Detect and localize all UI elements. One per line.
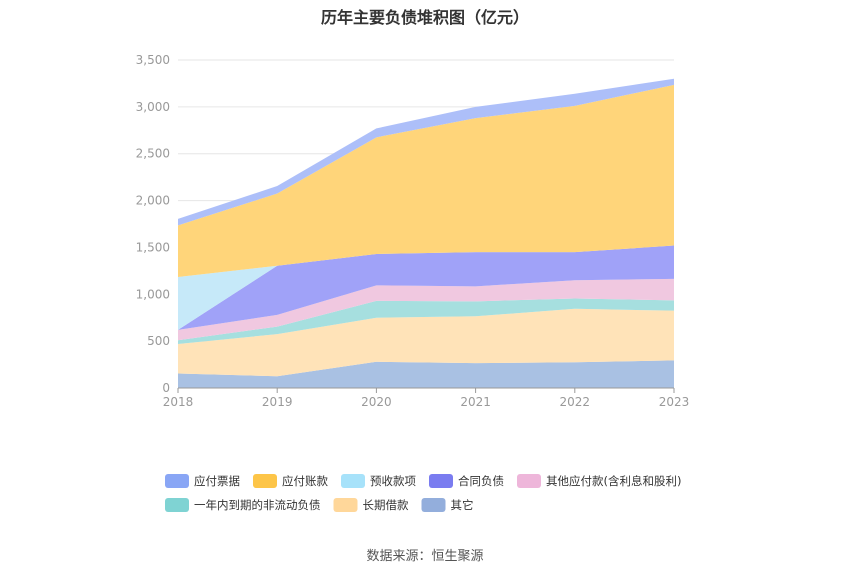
area-一年内到期的非流动负债[interactable] (178, 298, 674, 344)
y-tick-label: 2,000 (136, 194, 170, 208)
legend-swatch (165, 474, 189, 488)
area-应付账款[interactable] (178, 84, 674, 277)
legend-label: 合同负债 (458, 474, 504, 488)
x-tick-label: 2020 (361, 395, 392, 409)
legend-item[interactable]: 其他应付款(含利息和股利) (517, 474, 681, 488)
legend-label: 应付账款 (282, 474, 328, 488)
legend-swatch (517, 474, 541, 488)
legend-item[interactable]: 预收款项 (341, 474, 416, 488)
legend-swatch (165, 498, 189, 512)
legend-label: 长期借款 (363, 498, 409, 512)
area-其他应付款(含利息和股利)[interactable] (178, 278, 674, 341)
legend-swatch (253, 474, 277, 488)
legend-label: 其他应付款(含利息和股利) (546, 474, 681, 488)
legend-item[interactable]: 合同负债 (429, 474, 504, 488)
y-tick-label: 500 (147, 334, 170, 348)
x-tick-label: 2022 (560, 395, 591, 409)
legend-item[interactable]: 应付账款 (253, 474, 328, 488)
legend: 应付票据 应付账款 预收款项 合同负债 其他应付款(含利息和股利) 一年内到期的非流动负债… (165, 474, 681, 512)
x-tick-label: 2019 (262, 395, 293, 409)
legend-swatch (421, 498, 446, 512)
area-其它[interactable] (178, 360, 674, 388)
legend-item[interactable]: 一年内到期的非流动负债 (165, 498, 321, 512)
y-tick-label: 0 (162, 381, 170, 395)
y-tick-label: 3,000 (136, 100, 170, 114)
legend-label: 其它 (451, 498, 474, 512)
x-tick-label: 2023 (659, 395, 690, 409)
area-合同负债[interactable] (178, 245, 674, 330)
area-series (178, 78, 674, 388)
x-tick-label: 2018 (163, 395, 194, 409)
data-source: 数据来源：恒生聚源 (366, 549, 484, 564)
legend-item[interactable]: 其它 (421, 498, 474, 512)
legend-label: 预收款项 (370, 474, 416, 488)
legend-item[interactable]: 应付票据 (165, 474, 240, 488)
legend-swatch (333, 498, 358, 512)
x-tick-label: 2021 (460, 395, 491, 409)
y-tick-label: 3,500 (136, 53, 170, 67)
y-tick-label: 1,000 (136, 287, 170, 301)
chart-title: 历年主要负债堆积图（亿元） (320, 8, 529, 27)
legend-swatch (429, 474, 453, 488)
y-tick-label: 1,500 (136, 240, 170, 254)
legend-label: 应付票据 (194, 474, 240, 488)
legend-swatch (341, 474, 365, 488)
area-长期借款[interactable] (178, 308, 674, 377)
legend-label: 一年内到期的非流动负债 (194, 498, 321, 512)
legend-item[interactable]: 长期借款 (333, 498, 409, 512)
area-应付票据[interactable] (178, 78, 674, 226)
axes: 0 500 1,000 1,500 2,000 2,500 3,000 3,500 2018 20… (136, 53, 690, 409)
y-tick-label: 2,500 (136, 147, 170, 161)
